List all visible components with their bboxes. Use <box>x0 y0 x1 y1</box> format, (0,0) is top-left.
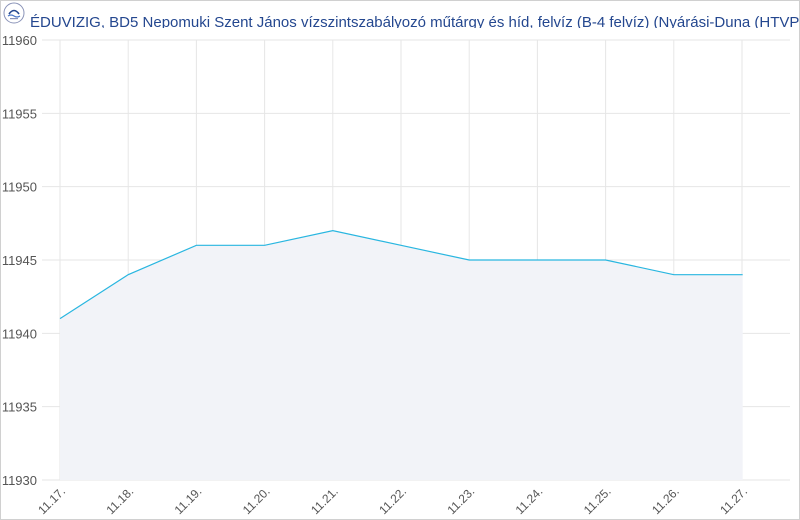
chart-title: ÉDUVIZIG, BD5 Nepomuki Szent János vízsz… <box>30 14 800 28</box>
y-tick-label: 11935 <box>2 400 37 415</box>
y-tick-label: 11950 <box>2 180 37 195</box>
y-tick-label: 11940 <box>2 326 37 341</box>
x-tick-label: 11.27. <box>717 484 750 517</box>
x-tick-label: 11.17. <box>35 484 68 517</box>
x-tick-label: 11.26. <box>649 484 682 517</box>
chart-header: ÉDUVIZIG, BD5 Nepomuki Szent János vízsz… <box>0 0 800 28</box>
series-area <box>60 230 743 480</box>
x-tick-label: 11.24. <box>513 484 546 517</box>
x-tick-label: 11.19. <box>172 484 205 517</box>
y-tick-label: 11955 <box>2 106 37 121</box>
eduvizig-logo-icon <box>3 2 25 24</box>
x-tick-label: 11.22. <box>376 484 409 517</box>
y-tick-label: 11930 <box>2 473 37 488</box>
x-tick-label: 11.25. <box>581 484 614 517</box>
y-tick-label: 11945 <box>2 253 37 268</box>
series-line <box>59 230 743 320</box>
x-tick-label: 11.23. <box>444 484 477 517</box>
x-tick-label: 11.21. <box>308 484 341 517</box>
x-tick-label: 11.18. <box>103 484 136 517</box>
y-tick-label: 11960 <box>2 33 37 48</box>
x-tick-label: 11.20. <box>240 484 273 517</box>
